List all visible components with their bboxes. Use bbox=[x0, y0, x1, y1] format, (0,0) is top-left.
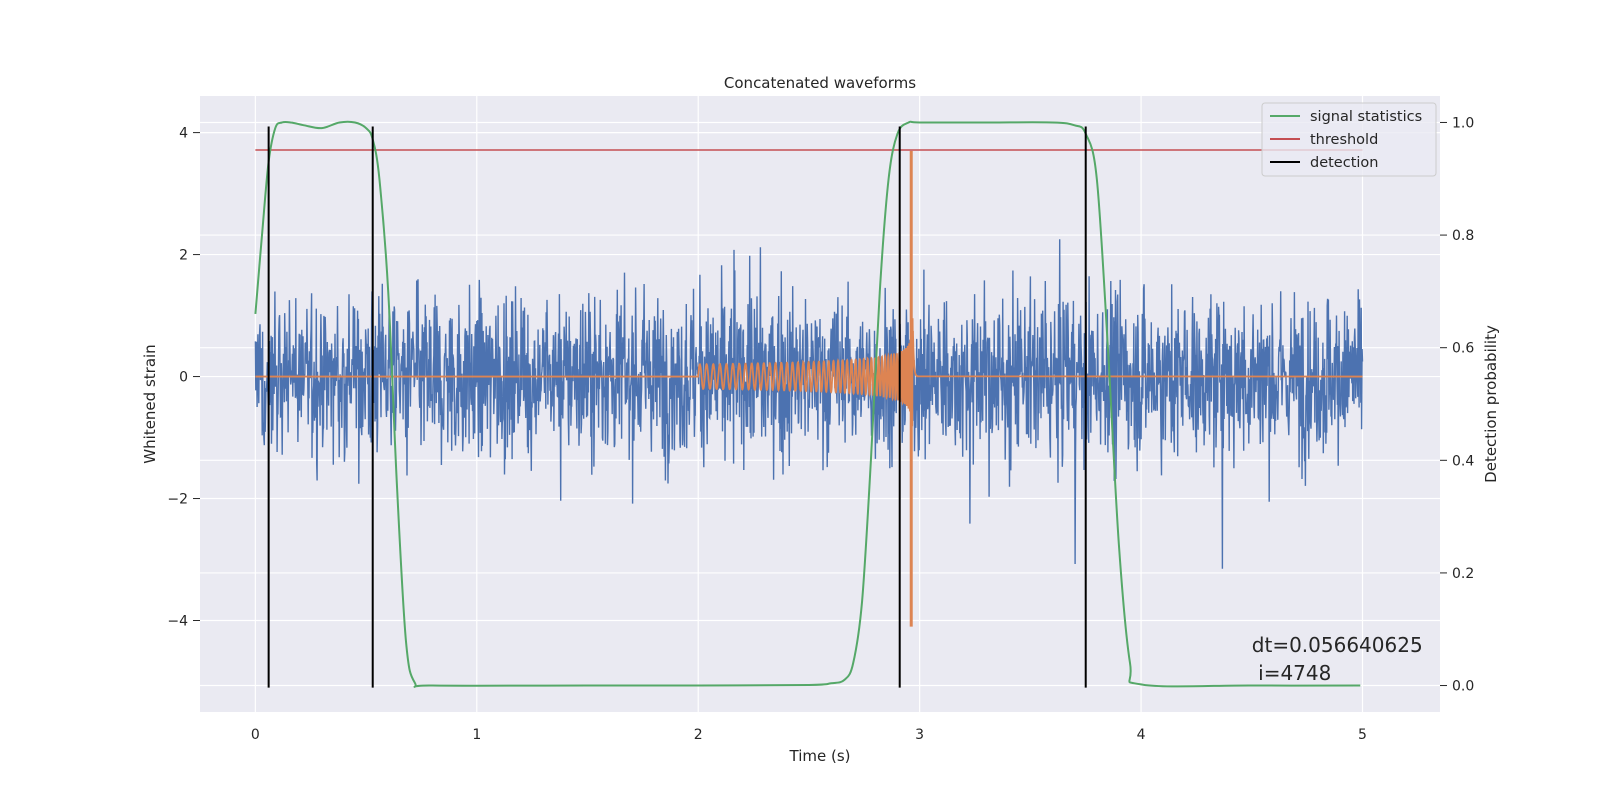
legend-label-signal-statistics: signal statistics bbox=[1310, 109, 1422, 125]
y2-axis-ticks: 0.0 0.2 0.4 0.6 0.8 1.0 bbox=[1440, 115, 1474, 695]
y-tick-label-1: −2 bbox=[167, 492, 188, 508]
injected-waveform-line bbox=[255, 318, 1363, 427]
annotation-dt: dt=0.056640625 bbox=[1252, 633, 1423, 657]
legend-frame bbox=[1261, 102, 1437, 177]
strain-noise-line bbox=[254, 239, 1364, 569]
annotation-index: i=4748 bbox=[1252, 661, 1332, 685]
series-layer bbox=[254, 120, 1364, 688]
x-tick-label-3: 3 bbox=[915, 727, 924, 743]
y2-axis-title: Detection probability bbox=[1482, 325, 1500, 483]
legend-label-threshold: threshold bbox=[1310, 132, 1378, 148]
y2-tick-label-5: 1.0 bbox=[1452, 115, 1474, 131]
legend: signal statistics threshold detection bbox=[1261, 102, 1437, 177]
x-tick-label-5: 5 bbox=[1358, 727, 1367, 743]
y2-tick-label-2: 0.4 bbox=[1452, 453, 1474, 469]
x-tick-label-0: 0 bbox=[251, 727, 260, 743]
x-tick-label-1: 1 bbox=[472, 727, 481, 743]
y-tick-label-3: 2 bbox=[179, 248, 188, 264]
x-axis-title: Time (s) bbox=[789, 747, 851, 765]
y2-tick-label-0: 0.0 bbox=[1452, 679, 1474, 695]
signal-statistics-line bbox=[254, 120, 1361, 688]
y-tick-label-4: 4 bbox=[179, 126, 188, 142]
y-tick-label-0: −4 bbox=[167, 614, 188, 630]
y2-tick-label-1: 0.2 bbox=[1452, 566, 1474, 582]
x-axis-ticks: 0 1 2 3 4 5 bbox=[251, 727, 1367, 743]
y-tick-label-2: 0 bbox=[179, 370, 188, 386]
x-tick-label-4: 4 bbox=[1137, 727, 1146, 743]
x-gridlines bbox=[254, 96, 1364, 712]
y2-tick-label-3: 0.6 bbox=[1452, 341, 1474, 357]
chart-title: Concatenated waveforms bbox=[724, 74, 916, 92]
legend-label-detection: detection bbox=[1310, 155, 1378, 171]
y2-tick-label-4: 0.8 bbox=[1452, 228, 1474, 244]
y-axis-ticks: −4 −2 0 2 4 bbox=[167, 126, 200, 630]
y-axis-title: Whitened strain bbox=[141, 344, 159, 463]
x-tick-label-2: 2 bbox=[694, 727, 703, 743]
